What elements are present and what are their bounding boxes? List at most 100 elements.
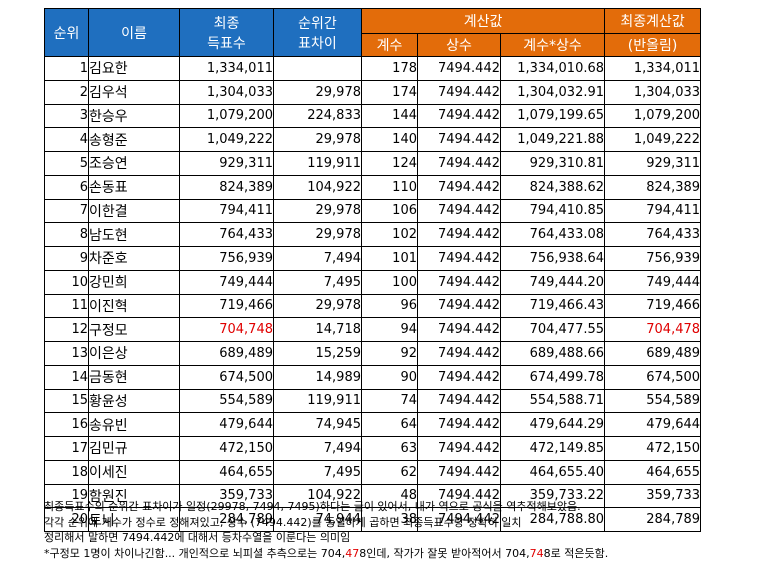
cell-product: 794,410.85: [499, 198, 606, 224]
table-row: 13 이은상 689,489 15,259 92 7494.442 689,488.66 68…: [44, 341, 702, 366]
cell-name: 황윤성: [88, 388, 180, 414]
cell-coef: 90: [361, 364, 418, 390]
cell-const: 7494.442: [417, 56, 501, 81]
cell-const: 7494.442: [417, 269, 501, 295]
table-row: 3 한승우 1,079,200 224,833 144 7494.442 1,079,199…: [44, 103, 702, 129]
cell-final-calc: 824,389: [604, 174, 702, 200]
cell-final-calc: 1,334,011: [604, 56, 702, 81]
cell-const: 7494.442: [417, 174, 501, 200]
cell-final-calc: 704,478: [604, 317, 702, 342]
table-row: 12 구정모 704,748 14,718 94 7494.442 704,477.55 70…: [44, 317, 702, 342]
cell-rank-gap: 224,833: [273, 103, 362, 129]
cell-coef: 62: [361, 459, 418, 485]
cell-product: 1,304,032.91: [499, 79, 606, 105]
cell-final-calc: 284,789: [604, 507, 702, 532]
cell-rank: 8: [44, 222, 89, 247]
table-row: 8 남도현 764,433 29,978 102 7494.442 764,433.08 76…: [44, 222, 702, 247]
note-line-1: 최종득표수의 순위간 표차이가 일정(29978, 7494, 7495)하다는…: [44, 500, 581, 513]
header-final-votes: 최종 득표수: [179, 8, 274, 57]
cell-rank-gap: 29,978: [273, 79, 362, 105]
cell-coef: 94: [361, 317, 418, 342]
cell-rank: 10: [44, 269, 89, 295]
cell-rank: 18: [44, 459, 89, 485]
cell-const: 7494.442: [417, 293, 501, 319]
cell-const: 7494.442: [417, 364, 501, 390]
cell-final-votes: 704,748: [179, 317, 274, 342]
header-coef-x-const: 계수*상수: [499, 33, 606, 57]
cell-final-votes: 756,939: [179, 246, 274, 271]
cell-final-calc: 1,304,033: [604, 79, 702, 105]
cell-product: 359,733.22: [499, 483, 606, 509]
cell-final-votes: 479,644: [179, 412, 274, 437]
cell-const: 7494.442: [417, 459, 501, 485]
note-highlight-2: 74: [529, 546, 544, 560]
cell-rank-gap: 29,978: [273, 222, 362, 247]
cell-final-calc: 464,655: [604, 459, 702, 485]
cell-name: 조승연: [88, 151, 180, 176]
cell-const: 7494.442: [417, 127, 501, 152]
cell-name: 한승우: [88, 103, 180, 129]
cell-coef: 144: [361, 103, 418, 129]
table-row: 16 송유빈 479,644 74,945 64 7494.442 479,644.29 47…: [44, 412, 702, 437]
cell-rank: 4: [44, 127, 89, 152]
cell-final-calc: 719,466: [604, 293, 702, 319]
cell-name: 김민규: [88, 436, 180, 461]
cell-rank: 12: [44, 317, 89, 342]
cell-rank-gap: 7,494: [273, 246, 362, 271]
table-row: 10 강민희 749,444 7,495 100 7494.442 749,444.20 74…: [44, 269, 702, 295]
note-line-4: *구정모 1명이 차이나긴함... 개인적으로 뇌피셜 추측으로는 704,47…: [44, 546, 744, 562]
cell-rank-gap: 7,495: [273, 269, 362, 295]
cell-name: 토니: [88, 507, 180, 532]
cell-product: 929,310.81: [499, 151, 606, 176]
cell-rank-gap: 29,978: [273, 198, 362, 224]
cell-const: 7494.442: [417, 151, 501, 176]
header-final-votes-line2: 득표수: [207, 35, 246, 52]
cell-rank: 19: [44, 483, 89, 509]
cell-rank: 1: [44, 56, 89, 81]
note-line-4-a: *구정모 1명이 차이나긴함... 개인적으로 뇌피셜 추측으로는 704,: [44, 546, 346, 560]
cell-final-calc: 749,444: [604, 269, 702, 295]
cell-product: 464,655.40: [499, 459, 606, 485]
cell-product: 1,334,010.68: [499, 56, 606, 81]
cell-name: 송유빈: [88, 412, 180, 437]
cell-product: 764,433.08: [499, 222, 606, 247]
cell-coef: 92: [361, 341, 418, 366]
table-row: 18 이세진 464,655 7,495 62 7494.442 464,655.40 464…: [44, 459, 702, 485]
cell-final-votes: 764,433: [179, 222, 274, 247]
header-final-votes-line1: 최종: [213, 15, 240, 32]
cell-product: 824,388.62: [499, 174, 606, 200]
cell-coef: 63: [361, 436, 418, 461]
table-row: 11 이진혁 719,466 29,978 96 7494.442 719,466.43 71…: [44, 293, 702, 319]
cell-final-calc: 794,411: [604, 198, 702, 224]
table-row: 15 황윤성 554,589 119,911 74 7494.442 554,588.71 5…: [44, 388, 702, 414]
cell-coef: 64: [361, 412, 418, 437]
cell-coef: 96: [361, 293, 418, 319]
cell-product: 284,788.80: [499, 507, 606, 532]
cell-coef: 106: [361, 198, 418, 224]
cell-name: 강민희: [88, 269, 180, 295]
cell-product: 479,644.29: [499, 412, 606, 437]
cell-rank: 14: [44, 364, 89, 390]
header-rank-gap: 순위간 표차이: [273, 8, 362, 57]
cell-rank: 5: [44, 151, 89, 176]
cell-final-votes: 554,589: [179, 388, 274, 414]
header-calc-group: 계산값: [360, 8, 606, 34]
cell-const: 7494.442: [417, 507, 501, 532]
cell-product: 689,488.66: [499, 341, 606, 366]
cell-rank-gap: 29,978: [273, 293, 362, 319]
cell-const: 7494.442: [417, 103, 501, 129]
cell-rank: 7: [44, 198, 89, 224]
cell-rank-gap: 74,944: [273, 507, 362, 532]
cell-final-votes: 929,311: [179, 151, 274, 176]
cell-product: 756,938.64: [499, 246, 606, 271]
cell-final-votes: 749,444: [179, 269, 274, 295]
cell-final-votes: 284,789: [179, 507, 274, 532]
cell-final-votes: 824,389: [179, 174, 274, 200]
cell-name: 이은상: [88, 341, 180, 366]
cell-rank: 17: [44, 436, 89, 461]
cell-final-votes: 1,079,200: [179, 103, 274, 129]
header-name: 이름: [88, 8, 180, 57]
cell-rank-gap: [273, 56, 362, 81]
cell-const: 7494.442: [417, 222, 501, 247]
cell-coef: 140: [361, 127, 418, 152]
